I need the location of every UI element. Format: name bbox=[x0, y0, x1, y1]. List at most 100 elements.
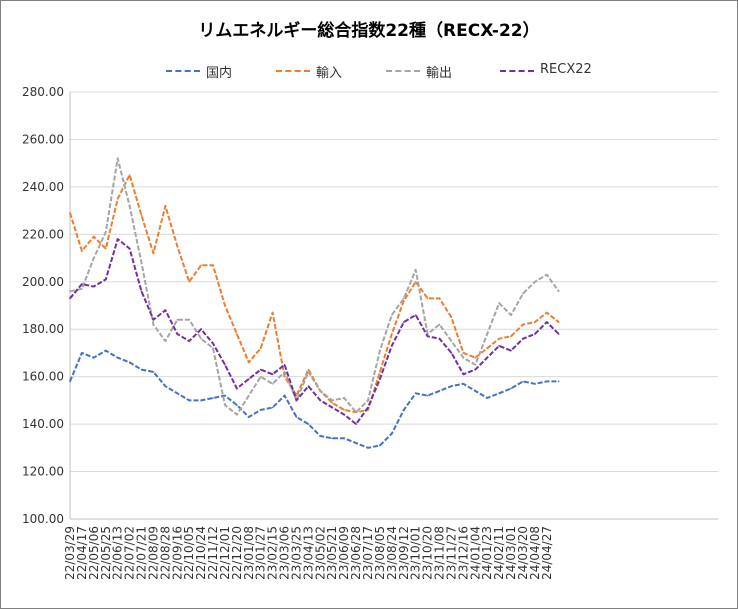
line-series-domestic-point-16 bbox=[259, 409, 262, 411]
legend-swatch-export bbox=[386, 70, 420, 72]
line-series-export-point-37 bbox=[510, 314, 512, 316]
line-series-export-point-31 bbox=[438, 323, 441, 326]
y-axis: 100.00 120.00 140.00 160.00 180.00 200.00 220.… bbox=[22, 85, 71, 526]
y-tick-label-8: 260.00 bbox=[22, 132, 64, 146]
line-series-recx22-point-14 bbox=[236, 387, 238, 390]
line-series-import-point-2 bbox=[93, 235, 95, 238]
line-series-import-point-39 bbox=[534, 321, 536, 323]
line-series-export-point-4 bbox=[116, 157, 119, 160]
x-tick-label-13: 22/12/01 bbox=[218, 526, 232, 580]
line-series-export-point-5 bbox=[128, 205, 131, 207]
line-series-domestic-point-17 bbox=[271, 406, 274, 409]
line-series-recx22-point-32 bbox=[450, 352, 453, 354]
y-tick-label-6: 220.00 bbox=[22, 227, 64, 241]
line-series-recx22-point-1 bbox=[81, 283, 83, 285]
line-series-import-point-18 bbox=[283, 375, 286, 378]
line-series-export-point-36 bbox=[498, 302, 500, 304]
legend-label-domestic: 国内 bbox=[206, 66, 233, 81]
line-series-domestic-point-4 bbox=[116, 356, 119, 359]
line-series-recx22-point-21 bbox=[319, 399, 322, 402]
line-series-domestic-point-31 bbox=[438, 390, 441, 392]
legend-swatch-import bbox=[276, 70, 310, 72]
line-series-recx22-point-37 bbox=[510, 349, 512, 352]
line-series-import-point-8 bbox=[164, 205, 167, 207]
line-series-export-point-24 bbox=[355, 411, 357, 414]
line-series-domestic-point-23 bbox=[343, 437, 345, 440]
line-series-export-point-13 bbox=[224, 404, 226, 406]
x-tick-label-28: 23/09/12 bbox=[397, 526, 411, 580]
line-series-export-point-21 bbox=[319, 390, 322, 392]
line-series-recx22-point-3 bbox=[104, 278, 107, 281]
line-series-recx22-point-6 bbox=[140, 290, 143, 293]
line-series-recx22-point-11 bbox=[200, 328, 202, 331]
x-tick-label-18: 23/03/06 bbox=[278, 526, 292, 580]
line-series-export-point-27 bbox=[391, 314, 393, 316]
line-series-domestic-point-13 bbox=[224, 394, 226, 397]
x-tick-label-32: 23/11/27 bbox=[444, 526, 458, 580]
line-series-export-point-0 bbox=[69, 290, 71, 293]
line-series-import-point-16 bbox=[259, 347, 262, 350]
x-tick-label-3: 22/05/25 bbox=[99, 526, 113, 580]
line-series-import-point-3 bbox=[104, 247, 107, 250]
line-series-import-point-30 bbox=[426, 297, 429, 300]
line-series-recx22-point-23 bbox=[343, 413, 345, 416]
x-tick-label-15: 23/01/08 bbox=[242, 526, 256, 580]
line-series-import-point-26 bbox=[379, 371, 381, 373]
x-tick-label-12: 22/11/12 bbox=[206, 526, 220, 580]
line-series-domestic-point-18 bbox=[283, 394, 286, 397]
y-tick-label-1: 120.00 bbox=[22, 465, 64, 479]
line-series-export-point-39 bbox=[534, 280, 536, 283]
line-series-import-point-23 bbox=[343, 409, 345, 411]
x-tick-label-10: 22/10/05 bbox=[182, 526, 196, 580]
x-tick-label-24: 23/06/28 bbox=[349, 526, 363, 580]
line-series-export-point-15 bbox=[248, 394, 250, 397]
line-series-domestic-point-14 bbox=[236, 404, 238, 406]
x-tick-label-33: 23/12/16 bbox=[456, 526, 470, 580]
x-tick-label-40: 24/04/27 bbox=[540, 526, 554, 580]
line-series-import-point-17 bbox=[271, 311, 274, 314]
series-lines bbox=[69, 157, 560, 449]
line-series-import-point-20 bbox=[307, 368, 310, 371]
x-tick-label-7: 22/08/09 bbox=[146, 526, 160, 580]
chart-legend: 国内 輸入 輸出 RECX22 bbox=[0, 61, 738, 81]
line-series-recx22-point-17 bbox=[271, 373, 274, 376]
line-series-domestic-point-22 bbox=[331, 437, 334, 440]
line-series-import-point-29 bbox=[414, 280, 417, 283]
line-series-domestic-point-1 bbox=[81, 352, 83, 354]
x-tick-label-9: 22/09/16 bbox=[170, 526, 184, 580]
line-series-import-point-34 bbox=[474, 356, 477, 359]
y-tick-label-9: 280.00 bbox=[22, 85, 64, 99]
line-series-export-point-16 bbox=[259, 375, 262, 378]
line-series-recx22-point-28 bbox=[402, 321, 405, 323]
line-series-domestic-point-15 bbox=[248, 416, 250, 418]
line-series-export bbox=[69, 157, 560, 416]
line-series-domestic-point-32 bbox=[450, 385, 453, 387]
line-series-import-point-13 bbox=[224, 304, 226, 307]
line-series-export-point-20 bbox=[307, 371, 310, 373]
line-series-export-point-34 bbox=[474, 364, 477, 366]
line-series-recx22-point-27 bbox=[391, 345, 393, 347]
line-series-recx22-point-19 bbox=[295, 399, 298, 402]
line-series-export-point-1 bbox=[81, 288, 83, 290]
line-series-recx22-point-5 bbox=[128, 247, 131, 250]
line-series-recx22-point-8 bbox=[164, 309, 167, 312]
line-series-domestic-point-24 bbox=[355, 442, 357, 444]
line-series-import-point-38 bbox=[522, 323, 524, 326]
x-tick-label-17: 23/02/15 bbox=[266, 526, 280, 580]
line-series-recx22 bbox=[69, 238, 560, 426]
line-series-import-point-32 bbox=[450, 316, 453, 319]
line-series-domestic-point-35 bbox=[486, 397, 489, 399]
line-series-export-point-12 bbox=[212, 347, 214, 350]
x-tick-label-20: 23/04/13 bbox=[301, 526, 315, 580]
y-tick-label-4: 180.00 bbox=[22, 322, 64, 336]
line-series-domestic-point-29 bbox=[414, 392, 417, 395]
y-tick-label-7: 240.00 bbox=[22, 180, 64, 194]
x-tick-label-2: 22/05/06 bbox=[87, 526, 101, 580]
line-series-export-point-38 bbox=[522, 292, 524, 295]
line-series-import-point-35 bbox=[486, 347, 489, 350]
line-series-export-point-17 bbox=[271, 382, 274, 385]
line-series-import-point-12 bbox=[212, 264, 214, 266]
legend-label-recx22: RECX22 bbox=[540, 62, 592, 77]
line-series-import-point-41 bbox=[557, 321, 560, 323]
x-tick-label-39: 24/04/08 bbox=[528, 526, 542, 580]
